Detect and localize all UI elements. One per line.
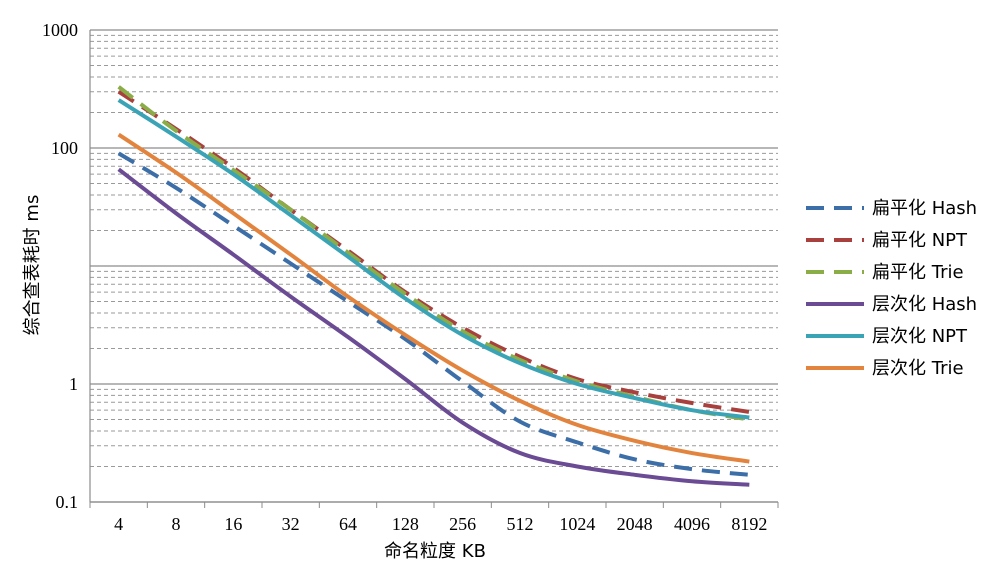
legend-label: 扁平化 Hash <box>872 198 977 219</box>
legend-label: 层次化 Trie <box>872 358 964 379</box>
x-axis-ticks: 4 8 16 32 64 128 256 512 1024 2048 4096 8192 <box>114 514 767 534</box>
x-tick-label: 1024 <box>559 514 595 534</box>
legend: 扁平化 Hash 扁平化 NPT 扁平化 Trie 层次化 Hash 层次化 NPT 层次… <box>806 198 977 379</box>
x-tick-label: 4096 <box>674 514 710 534</box>
x-tick-label: 4 <box>114 514 123 534</box>
legend-label: 层次化 NPT <box>872 326 968 347</box>
x-tick-label: 2048 <box>617 514 653 534</box>
legend-label: 扁平化 Trie <box>872 262 964 283</box>
y-axis-ticks: 0.1 1 100 1000 <box>42 20 78 512</box>
x-axis-title: 命名粒度 KB <box>384 541 486 562</box>
series-line <box>117 132 750 464</box>
legend-label: 扁平化 NPT <box>872 230 968 251</box>
series-line <box>117 90 750 414</box>
series-line <box>117 85 750 422</box>
series-line <box>117 151 750 477</box>
x-tick-label: 64 <box>339 514 357 534</box>
y-axis-title: 综合查表耗时 ms <box>22 195 43 336</box>
y-tick-label: 100 <box>51 138 78 158</box>
legend-label: 层次化 Hash <box>872 294 977 315</box>
x-tick-label: 256 <box>449 514 476 534</box>
x-tick-label: 8 <box>172 514 181 534</box>
x-tick-label: 16 <box>224 514 242 534</box>
y-tick-label: 0.1 <box>56 492 79 512</box>
series-layer <box>117 85 750 487</box>
y-tick-label: 1 <box>69 374 78 394</box>
x-tick-label: 32 <box>282 514 300 534</box>
x-tick-label: 8192 <box>731 514 767 534</box>
series-line <box>117 98 750 420</box>
y-tick-label: 1000 <box>42 20 78 40</box>
grid <box>90 29 778 503</box>
x-tick-label: 128 <box>392 514 419 534</box>
x-tick-label: 512 <box>507 514 534 534</box>
series-line <box>117 167 750 487</box>
plot-area <box>89 30 779 508</box>
